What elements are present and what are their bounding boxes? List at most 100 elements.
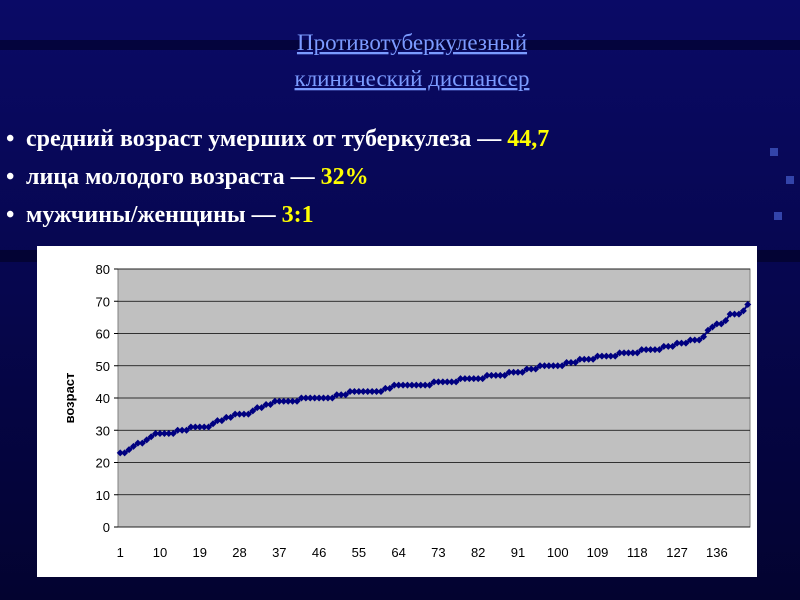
marker bbox=[138, 439, 146, 447]
x-tick-label: 109 bbox=[587, 545, 609, 560]
bullet-mark: • bbox=[6, 202, 14, 228]
bullet: лица молодого возраста — 32% bbox=[26, 164, 369, 190]
x-tick-label: 19 bbox=[193, 545, 207, 560]
decor bbox=[786, 176, 794, 184]
marker bbox=[439, 378, 447, 386]
marker bbox=[209, 420, 217, 428]
marker bbox=[540, 362, 548, 370]
marker bbox=[152, 429, 160, 437]
marker bbox=[722, 317, 730, 325]
marker bbox=[169, 429, 177, 437]
marker bbox=[302, 394, 310, 402]
marker bbox=[457, 375, 465, 383]
marker bbox=[669, 342, 677, 350]
marker bbox=[518, 368, 526, 376]
title-line: Противотуберкулезный bbox=[297, 30, 527, 55]
marker bbox=[700, 333, 708, 341]
x-tick-label: 64 bbox=[391, 545, 405, 560]
y-axis-title: возраст bbox=[62, 373, 77, 424]
marker bbox=[355, 388, 363, 396]
marker bbox=[426, 381, 434, 389]
x-tick-label: 127 bbox=[666, 545, 688, 560]
x-tick-label: 1 bbox=[117, 545, 124, 560]
marker bbox=[629, 349, 637, 357]
marker bbox=[664, 342, 672, 350]
marker bbox=[479, 375, 487, 383]
marker bbox=[408, 381, 416, 389]
marker bbox=[545, 362, 553, 370]
marker bbox=[368, 388, 376, 396]
marker bbox=[205, 423, 213, 431]
marker bbox=[474, 375, 482, 383]
marker bbox=[465, 375, 473, 383]
y-tick-label: 10 bbox=[96, 488, 110, 503]
marker bbox=[377, 388, 385, 396]
x-tick-label: 28 bbox=[232, 545, 246, 560]
marker bbox=[262, 400, 270, 408]
marker bbox=[381, 384, 389, 392]
marker bbox=[443, 378, 451, 386]
marker bbox=[213, 417, 221, 425]
marker bbox=[594, 352, 602, 360]
marker bbox=[452, 378, 460, 386]
marker bbox=[417, 381, 425, 389]
marker bbox=[244, 410, 252, 418]
marker bbox=[147, 433, 155, 441]
marker bbox=[412, 381, 420, 389]
marker bbox=[558, 362, 566, 370]
marker bbox=[200, 423, 208, 431]
chart: 0 10 20 30 40 50 60 70 80 1 10 19 28 37 46 55 64 73 82 91 10… bbox=[96, 262, 752, 560]
marker bbox=[271, 397, 279, 405]
x-tick-label: 118 bbox=[627, 545, 648, 560]
x-tick-label: 73 bbox=[431, 545, 445, 560]
marker bbox=[178, 426, 186, 434]
y-tick-label: 70 bbox=[96, 294, 110, 309]
marker bbox=[735, 310, 743, 318]
bullet-text: лица молодого возраста — bbox=[26, 164, 321, 190]
marker bbox=[311, 394, 319, 402]
marker bbox=[651, 346, 659, 354]
marker bbox=[249, 407, 257, 415]
x-tick-label: 82 bbox=[471, 545, 485, 560]
marker bbox=[196, 423, 204, 431]
marker bbox=[492, 371, 500, 379]
marker bbox=[337, 391, 345, 399]
stripe bbox=[0, 40, 800, 50]
marker bbox=[359, 388, 367, 396]
marker bbox=[240, 410, 248, 418]
marker bbox=[567, 359, 575, 367]
decor bbox=[774, 212, 782, 220]
marker bbox=[527, 365, 535, 373]
marker bbox=[156, 429, 164, 437]
bullet-mark: • bbox=[6, 126, 14, 152]
marker bbox=[602, 352, 610, 360]
y-tick-label: 0 bbox=[103, 520, 110, 535]
bullet-list: • средний возраст умерших от туберкулеза… bbox=[6, 126, 549, 228]
marker bbox=[510, 368, 518, 376]
marker bbox=[297, 394, 305, 402]
y-tick-label: 60 bbox=[96, 327, 110, 342]
marker bbox=[174, 426, 182, 434]
marker bbox=[673, 339, 681, 347]
marker bbox=[554, 362, 562, 370]
y-tick-label: 80 bbox=[96, 262, 110, 277]
x-tick-label: 100 bbox=[547, 545, 569, 560]
marker bbox=[731, 310, 739, 318]
marker bbox=[191, 423, 199, 431]
marker bbox=[624, 349, 632, 357]
marker bbox=[116, 449, 124, 457]
x-tick-label: 55 bbox=[352, 545, 366, 560]
marker bbox=[324, 394, 332, 402]
marker bbox=[726, 310, 734, 318]
marker bbox=[373, 388, 381, 396]
x-tick-label: 37 bbox=[272, 545, 286, 560]
marker bbox=[739, 307, 747, 315]
marker bbox=[160, 429, 168, 437]
decor bbox=[770, 148, 778, 156]
bullet-value: 32% bbox=[321, 164, 369, 190]
y-tick-label: 40 bbox=[96, 391, 110, 406]
marker bbox=[744, 300, 752, 308]
marker bbox=[633, 349, 641, 357]
marker bbox=[350, 388, 358, 396]
